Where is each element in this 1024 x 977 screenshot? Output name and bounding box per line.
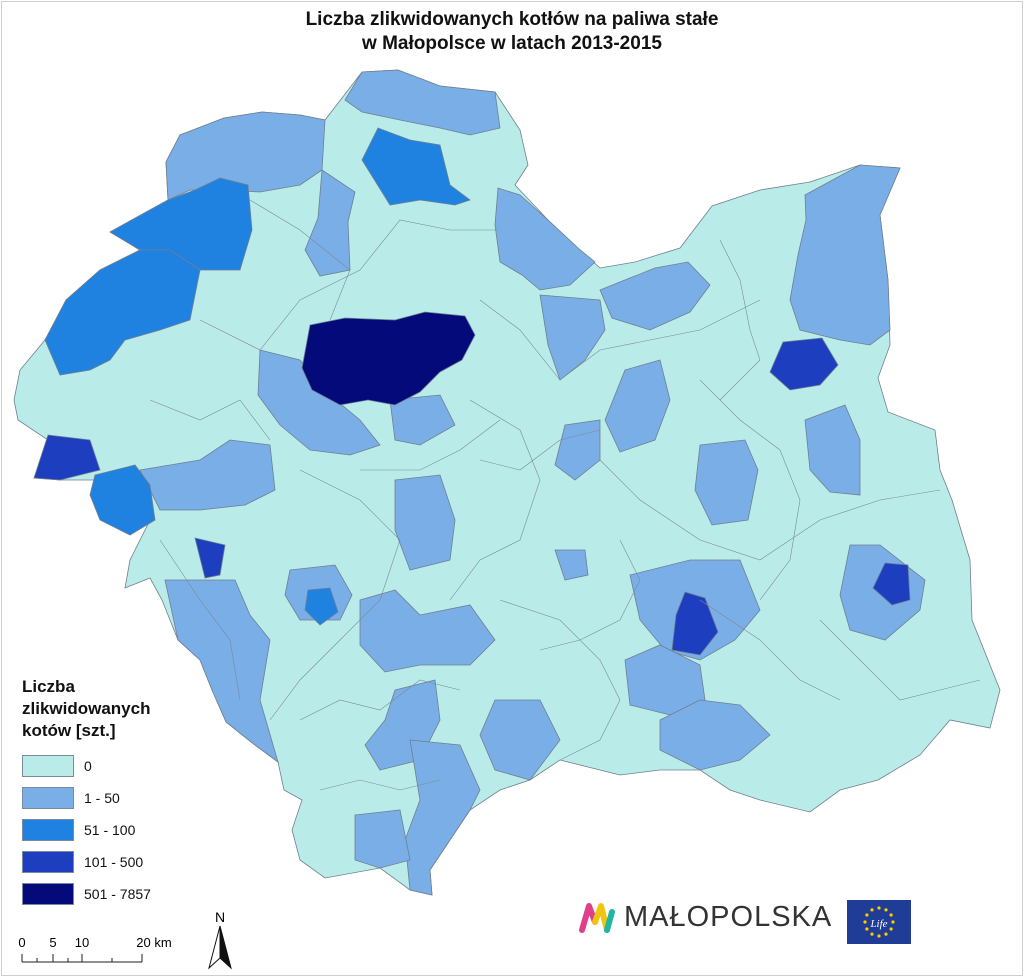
malopolska-logo: MAŁOPOLSKA: [578, 898, 832, 936]
legend-item: 51 - 100: [22, 814, 222, 846]
region-class-101-500: [769, 337, 839, 391]
region-class-1-50: [659, 699, 771, 771]
legend-item: 0: [22, 750, 222, 782]
eu-star: [865, 913, 869, 917]
region-class-1-50: [394, 474, 456, 571]
region-class-1-50: [494, 187, 596, 291]
legend-item: 501 - 7857: [22, 878, 222, 910]
region-class-1-50: [599, 261, 711, 331]
scale-tick-label: 0: [18, 935, 25, 950]
scale-tick-label: 20 km: [136, 935, 171, 950]
region-class-51-100: [44, 249, 201, 376]
commune-borders: [149, 199, 981, 791]
legend-swatch: [22, 851, 74, 873]
region-class-101-500: [872, 562, 911, 606]
region-class-101-500: [33, 434, 101, 481]
eu-star: [884, 932, 888, 936]
legend-title-line: zlikwidowanych: [22, 699, 151, 718]
scale-tick-label: 5: [49, 935, 56, 950]
region-class-1-50: [479, 699, 561, 781]
region-class-1-50: [354, 809, 411, 869]
north-arrow-left: [208, 925, 221, 970]
eu-stars: [863, 906, 895, 938]
region-class-1-50: [804, 404, 861, 496]
region-class-1-50: [304, 169, 356, 277]
region-class-501-7857: [301, 311, 476, 406]
legend-title-line: Liczba: [22, 677, 75, 696]
legend-item: 1 - 50: [22, 782, 222, 814]
legend-title-line: kotów [szt.]: [22, 721, 116, 740]
malopolska-logo-icon: [579, 903, 615, 933]
legend-title: Liczba zlikwidowanych kotów [szt.]: [22, 676, 222, 742]
eu-star: [870, 932, 874, 936]
eu-star: [891, 920, 895, 924]
legend-item: 101 - 500: [22, 846, 222, 878]
scale-tick-label: 10: [75, 935, 89, 950]
north-arrow: N: [208, 909, 232, 970]
scale-ruler: [21, 954, 143, 963]
region-class-1-50: [554, 419, 601, 481]
legend-swatch: [22, 883, 74, 905]
region-class-1-50: [789, 164, 901, 346]
eu-life-logo: Life: [847, 900, 911, 944]
life-label: Life: [869, 918, 887, 930]
region-class-1-50: [139, 439, 276, 511]
legend: Liczba zlikwidowanych kotów [szt.] 0 1 -…: [22, 676, 222, 910]
eu-star: [889, 927, 893, 931]
region-class-1-50: [344, 69, 501, 136]
legend-label: 101 - 500: [84, 854, 144, 870]
legend-swatch: [22, 787, 74, 809]
legend-label: 0: [84, 758, 92, 774]
title-line-1: Liczba zlikwidowanych kotłów na paliwa s…: [305, 9, 719, 30]
eu-star: [870, 908, 874, 912]
eu-star: [877, 934, 881, 938]
legend-swatch: [22, 755, 74, 777]
region-class-1-50: [554, 549, 589, 581]
region-class-1-50: [604, 359, 671, 453]
region-class-1-50: [539, 294, 606, 381]
region-class-1-50: [624, 644, 706, 716]
legend-label: 1 - 50: [84, 790, 120, 806]
logo-stroke-yellow: [592, 903, 610, 933]
region-class-1-50: [164, 579, 279, 764]
region-class-51-100: [304, 587, 339, 626]
legend-label: 501 - 7857: [84, 886, 151, 902]
region-class-51-100: [89, 464, 156, 536]
region-class-1-50: [359, 589, 496, 673]
north-label: N: [215, 909, 225, 925]
region-class-51-100: [361, 127, 471, 206]
region-class-101-500: [671, 591, 719, 656]
eu-star: [884, 908, 888, 912]
logo-stroke-pink: [579, 903, 598, 933]
scale-bar: 0 5 10 20 km: [18, 935, 172, 963]
eu-star: [889, 913, 893, 917]
north-arrow-right: [219, 925, 232, 970]
map-title: Liczba zlikwidowanych kotłów na paliwa s…: [0, 8, 1024, 56]
logo-stroke-teal: [604, 909, 615, 933]
region-class-1-50: [404, 739, 481, 896]
eu-star: [865, 927, 869, 931]
eu-star: [863, 920, 867, 924]
legend-swatch: [22, 819, 74, 841]
region-class-1-50: [694, 439, 759, 526]
eu-star: [877, 906, 881, 910]
malopolska-logo-text: MAŁOPOLSKA: [624, 900, 833, 933]
region-class-1-50: [389, 394, 456, 446]
title-line-2: w Małopolsce w latach 2013-2015: [362, 33, 662, 54]
region-class-101-500: [194, 537, 226, 579]
legend-label: 51 - 100: [84, 822, 136, 838]
